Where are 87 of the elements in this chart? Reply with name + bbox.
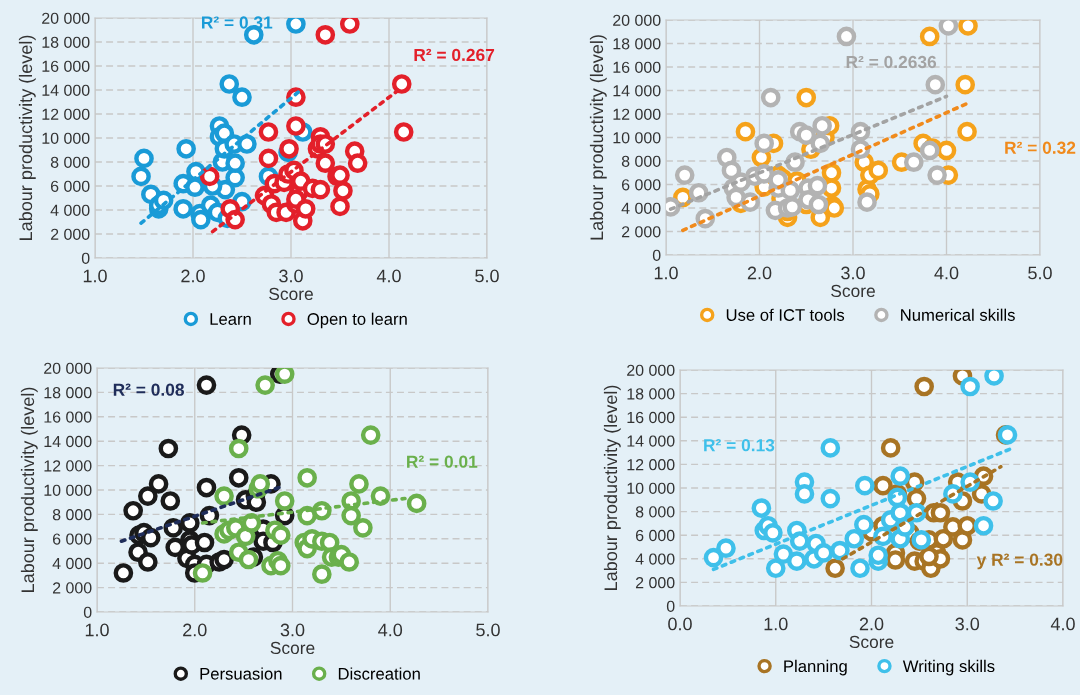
y-tick-label: 6 000 — [50, 180, 90, 192]
x-axis-title: Score — [831, 284, 875, 298]
y-tick-label: 18 000 — [44, 387, 92, 399]
y-tick-label: 0 — [83, 606, 92, 618]
y-tick-label: 6 000 — [52, 533, 92, 545]
y-tick-label: 2 000 — [635, 577, 675, 589]
y-tick-label: 16 000 — [627, 411, 675, 424]
x-tick-label: 1.0 — [654, 266, 678, 280]
x-tick-label: 2.0 — [183, 623, 207, 637]
y-tick-label: 0 — [652, 249, 661, 261]
y-tick-label: 4 000 — [52, 557, 92, 570]
legend-label: Open to learn — [307, 312, 407, 329]
x-tick-label: 3.0 — [280, 623, 305, 637]
y-tick-label: 2 000 — [52, 582, 92, 594]
y-tick-label: 10 000 — [627, 482, 675, 494]
x-tick-label: 0.0 — [668, 617, 692, 631]
y-tick-label: 8 000 — [52, 509, 92, 521]
y-tick-label: 20 000 — [44, 362, 92, 374]
y-tick-label: 16 000 — [613, 61, 661, 73]
x-axis-title: Score — [269, 287, 313, 301]
y-tick-label: 20 000 — [42, 12, 90, 24]
y-axis-title: Labour productivity (level) — [589, 35, 607, 240]
y-tick-label: 20 000 — [627, 364, 675, 376]
y-tick-label: 14 000 — [613, 85, 661, 97]
y-tick-label: 14 000 — [627, 435, 675, 447]
x-tick-label: 2.0 — [859, 617, 884, 631]
x-tick-label: 5.0 — [475, 269, 499, 283]
legend-label: Persuasion — [200, 667, 282, 680]
y-tick-label: 0 — [666, 600, 675, 612]
y-tick-label: 8 000 — [621, 155, 661, 167]
legend-label: Numerical skills — [901, 308, 1015, 321]
y-tick-label: 2 000 — [50, 228, 90, 240]
annotation: R² = 0.32 — [1005, 141, 1076, 154]
annotation: R² = 0.13 — [704, 439, 775, 452]
y-tick-label: 4 000 — [635, 553, 675, 565]
legend-label: Use of ICT tools — [726, 308, 845, 321]
x-tick-label: 4.0 — [1050, 617, 1075, 631]
x-tick-label: 1.0 — [85, 623, 109, 637]
legend-label: Discreation — [338, 667, 420, 680]
annotation: y R² = 0.30 — [976, 553, 1063, 570]
legend-label: Planning — [784, 659, 847, 676]
y-tick-label: 12 000 — [44, 460, 92, 472]
y-tick-label: 14 000 — [44, 435, 92, 448]
y-tick-label: 8 000 — [635, 506, 675, 518]
y-tick-label: 18 000 — [42, 36, 90, 48]
x-axis-title: Score — [849, 635, 894, 649]
y-tick-label: 18 000 — [613, 38, 661, 50]
y-axis-title: Labour productivity (level) — [18, 35, 36, 240]
annotation: R² = 0.01 — [407, 455, 478, 468]
x-tick-label: 4.0 — [376, 269, 401, 283]
y-tick-label: 16 000 — [44, 411, 92, 423]
x-tick-label: 2.0 — [181, 269, 205, 283]
x-tick-label: 3.0 — [955, 617, 980, 631]
y-tick-label: 16 000 — [42, 60, 90, 72]
y-tick-label: 12 000 — [42, 108, 90, 120]
y-tick-label: 18 000 — [627, 388, 675, 400]
x-tick-label: 1.0 — [764, 617, 788, 631]
y-tick-label: 2 000 — [621, 226, 661, 238]
x-tick-label: 5.0 — [1028, 266, 1052, 280]
y-axis-title: Labour productivity (level) — [603, 385, 621, 590]
y-tick-label: 10 000 — [44, 484, 92, 496]
annotation: R² = 0.08 — [113, 383, 184, 396]
y-tick-label: 4 000 — [50, 204, 90, 216]
legend-label: Writing skills — [902, 659, 995, 676]
y-tick-label: 14 000 — [42, 84, 90, 96]
x-tick-label: 3.0 — [279, 269, 303, 283]
x-axis-title: Score — [270, 641, 315, 655]
annotation: R² = 0.2636 — [846, 55, 937, 69]
annotation: R² = 0.267 — [414, 48, 495, 62]
y-tick-label: 12 000 — [613, 108, 661, 120]
y-tick-label: 6 000 — [621, 179, 661, 191]
x-tick-label: 2.0 — [747, 266, 772, 280]
x-tick-label: 3.0 — [841, 266, 865, 280]
y-tick-label: 8 000 — [50, 156, 90, 168]
y-tick-label: 6 000 — [635, 529, 675, 542]
x-tick-label: 4.0 — [934, 266, 959, 280]
x-tick-label: 4.0 — [378, 623, 403, 637]
y-tick-label: 10 000 — [613, 132, 661, 144]
y-tick-label: 4 000 — [621, 202, 661, 214]
x-tick-label: 5.0 — [476, 623, 500, 637]
y-tick-label: 0 — [81, 252, 90, 264]
y-tick-label: 20 000 — [613, 14, 661, 26]
y-tick-label: 10 000 — [42, 132, 90, 144]
y-axis-title: Labour productivity (level) — [20, 387, 38, 592]
legend-label: Learn — [210, 313, 251, 325]
y-tick-label: 12 000 — [627, 459, 675, 471]
x-tick-label: 1.0 — [83, 269, 107, 283]
